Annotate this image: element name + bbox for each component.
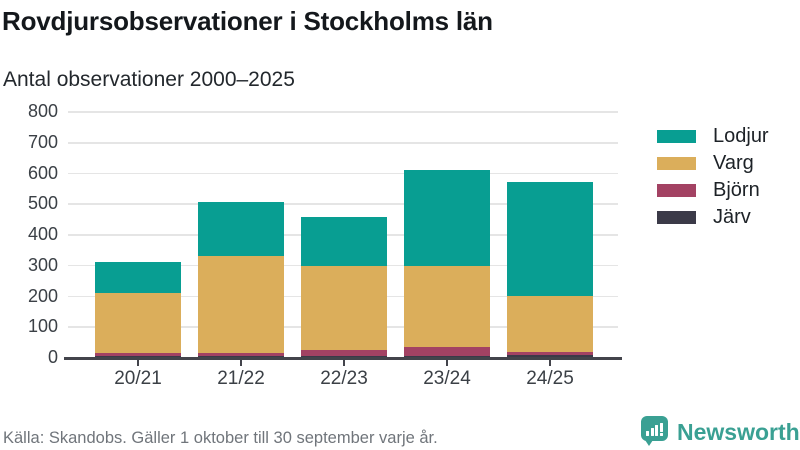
y-axis-label: 300 xyxy=(27,254,58,275)
bar-24-25-björn xyxy=(507,352,593,356)
chart-subtitle: Antal observationer 2000–2025 xyxy=(3,68,295,91)
y-axis-label: 700 xyxy=(27,132,58,152)
y-axis-label: 200 xyxy=(27,285,58,306)
bar-22-23-varg xyxy=(301,266,387,350)
legend-item-lodjur: Lodjur xyxy=(657,125,769,147)
x-axis-label: 22/23 xyxy=(320,368,368,389)
x-axis-tick xyxy=(239,359,243,366)
plot-area: 0 100 200 300 400 500 600 700 800 20/21 21/22 22/23… xyxy=(0,95,660,395)
legend-item-järv: Järv xyxy=(657,206,769,228)
y-axis-label: 800 xyxy=(27,101,58,122)
bar-20-21-järv xyxy=(95,356,181,357)
bar-20-21-björn xyxy=(95,353,181,357)
legend-label: Björn xyxy=(713,179,760,201)
gridline-y500 xyxy=(68,203,618,205)
bar-22-23-lodjur xyxy=(301,217,387,267)
x-axis-label: 23/24 xyxy=(423,368,471,389)
bar-22-23-järv xyxy=(301,356,387,357)
exclamation-icon xyxy=(659,422,663,436)
bar-22-23-björn xyxy=(301,349,387,357)
brand-name: Newsworthy xyxy=(677,419,800,445)
legend-item-björn: Björn xyxy=(657,179,769,201)
legend-item-varg: Varg xyxy=(657,152,769,174)
y-axis-label: 500 xyxy=(27,193,58,214)
chart-title: Rovdjursobservationer i Stockholms län xyxy=(2,6,493,36)
legend-label: Järv xyxy=(713,206,751,228)
newsworthy-bubble-icon xyxy=(641,416,668,446)
x-axis-tick xyxy=(445,359,449,366)
source-note: Källa: Skandobs. Gäller 1 oktober till 3… xyxy=(3,429,438,447)
gridline-y600 xyxy=(68,172,618,175)
gridline-y700 xyxy=(68,142,618,144)
bar-21-22-björn xyxy=(198,353,284,357)
bar-24-25-järv xyxy=(507,355,593,357)
bar-24-25-lodjur xyxy=(507,181,593,296)
legend-label: Lodjur xyxy=(713,125,769,147)
y-axis-label: 100 xyxy=(27,316,58,337)
x-axis-tick xyxy=(136,359,140,366)
x-axis-label: 21/22 xyxy=(217,368,265,389)
x-axis-line xyxy=(64,357,622,360)
legend-swatch-järv xyxy=(657,211,696,224)
bar-21-22-varg xyxy=(198,255,284,354)
y-axis-label: 600 xyxy=(27,162,58,183)
bar-20-21-lodjur xyxy=(95,261,181,294)
legend-swatch-varg xyxy=(657,157,696,170)
bubble-tail xyxy=(645,440,653,446)
y-axis-label: 400 xyxy=(27,224,58,245)
legend-swatch-lodjur xyxy=(657,130,696,143)
bar-23-24-lodjur xyxy=(404,169,490,267)
bar-23-24-järv xyxy=(404,356,490,357)
legend: Lodjur Varg Björn Järv xyxy=(657,125,769,238)
x-axis-label: 20/21 xyxy=(114,368,162,389)
bar-21-22-järv xyxy=(198,356,284,357)
bar-21-22-lodjur xyxy=(198,201,284,256)
x-axis-tick xyxy=(342,359,346,366)
mini-barchart-icon xyxy=(646,422,663,436)
x-axis-label: 24/25 xyxy=(526,368,574,389)
legend-label: Varg xyxy=(713,152,754,174)
x-axis-tick xyxy=(548,359,552,366)
legend-swatch-björn xyxy=(657,184,696,197)
bar-20-21-varg xyxy=(95,293,181,354)
bar-24-25-varg xyxy=(507,295,593,353)
newsworthy-logo: Newsworthy xyxy=(641,416,800,446)
y-axis-label: 0 xyxy=(47,347,58,367)
bar-23-24-björn xyxy=(404,346,490,357)
gridline-y800 xyxy=(68,111,618,113)
bar-23-24-varg xyxy=(404,266,490,347)
